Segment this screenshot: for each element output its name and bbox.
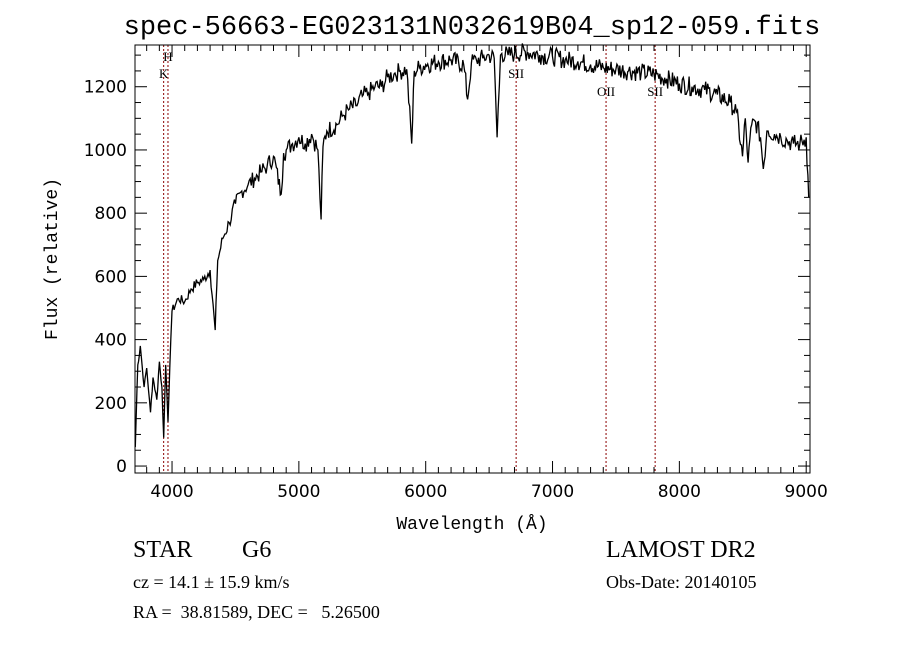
y-tick-label: 1200 <box>84 78 127 98</box>
y-tick-label: 200 <box>95 394 127 414</box>
x-tick-label: 9000 <box>785 482 828 502</box>
obs-date: Obs-Date: 20140105 <box>606 572 757 592</box>
x-axis-title: Wavelength (Å) <box>396 514 547 535</box>
x-tick-label: 5000 <box>277 482 320 502</box>
y-axis-title: Flux (relative) <box>43 178 63 340</box>
chart-title: spec-56663-EG023131N032619B04_sp12-059.f… <box>124 13 821 43</box>
x-tick-label: 8000 <box>658 482 701 502</box>
y-tick-label: 600 <box>95 267 127 287</box>
y-tick-label: 400 <box>95 331 127 351</box>
spectral-line-label: SII <box>508 66 524 81</box>
y-tick-label: 1000 <box>84 141 127 161</box>
spectral-line-label: H <box>163 49 172 64</box>
x-tick-label: 4000 <box>150 482 193 502</box>
y-tick-label: 800 <box>95 204 127 224</box>
plot-frame <box>134 44 811 474</box>
object-subclass: G6 <box>242 537 272 563</box>
x-tick-label: 7000 <box>531 482 574 502</box>
coordinates: RA = 38.81589, DEC = 5.26500 <box>133 602 380 622</box>
spectral-line-label: K <box>159 66 169 81</box>
x-tick-label: 6000 <box>404 482 447 502</box>
spectral-line-label: OII <box>597 84 615 99</box>
x-axis: 4000 5000 6000 7000 8000 9000 <box>146 45 828 502</box>
redshift-cz: cz = 14.1 ± 15.9 km/s <box>133 572 290 592</box>
y-axis: 0 200 400 600 800 1000 1200 <box>84 54 810 477</box>
spectral-line-label: SII <box>647 84 663 99</box>
spectrum-series <box>134 43 810 448</box>
object-class: STAR <box>133 537 193 563</box>
survey-name: LAMOST DR2 <box>606 537 756 563</box>
y-tick-label: 0 <box>116 457 127 477</box>
spectral-line-markers: KH SII OII SII <box>159 45 663 473</box>
